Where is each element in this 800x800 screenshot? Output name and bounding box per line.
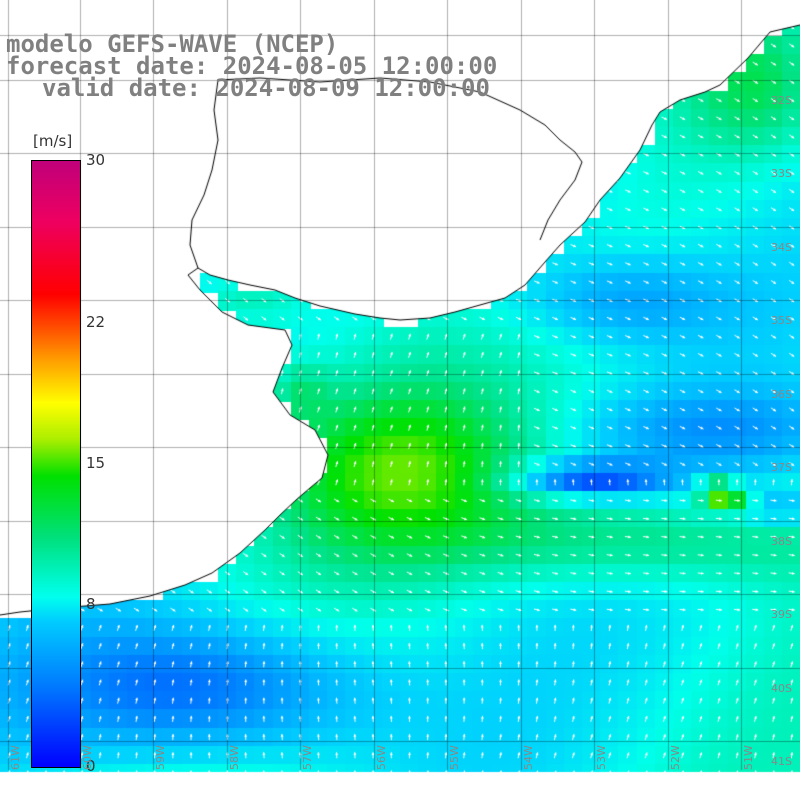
colorbar-tick: 8 [86,595,96,614]
forecast-date: forecast date: 2024-08-05 12:00:00 [6,52,498,80]
latitude-label: 38S [771,535,792,548]
longitude-label: 51W [742,745,755,770]
colorbar-tick: 15 [86,454,106,472]
colorbar-gradient [32,161,80,767]
colorbar-tick: 30 [86,151,106,169]
longitude-label: 56W [375,745,388,770]
longitude-label: 54W [522,745,535,770]
latitude-label: 35S [771,314,792,327]
colorbar-unit: [m/s] [33,132,73,150]
longitude-label: 52W [669,745,682,770]
colorbar-tick: 22 [86,312,106,331]
latitude-label: 37S [771,461,792,474]
colorbar [31,160,81,768]
longitude-label: 53W [595,745,608,770]
longitude-label: 58W [228,745,241,770]
latitude-label: 32S [771,94,792,107]
latitude-label: 33S [771,167,792,180]
model-title: modelo GEFS-WAVE (NCEP) [6,30,339,58]
longitude-label: 55W [448,745,461,770]
longitude-label: 60W [81,745,94,770]
valid-date: valid date: 2024-08-09 12:00:00 [42,74,490,102]
latitude-label: 34S [771,241,792,254]
latitude-label: 41S [771,755,792,768]
longitude-label: 61W [9,745,22,770]
longitude-label: 57W [301,745,314,770]
colorbar-tick: 0 [86,757,96,775]
latitude-label: 39S [771,608,792,621]
latitude-label: 40S [771,682,792,695]
latitude-label: 36S [771,388,792,401]
longitude-label: 59W [154,745,167,770]
